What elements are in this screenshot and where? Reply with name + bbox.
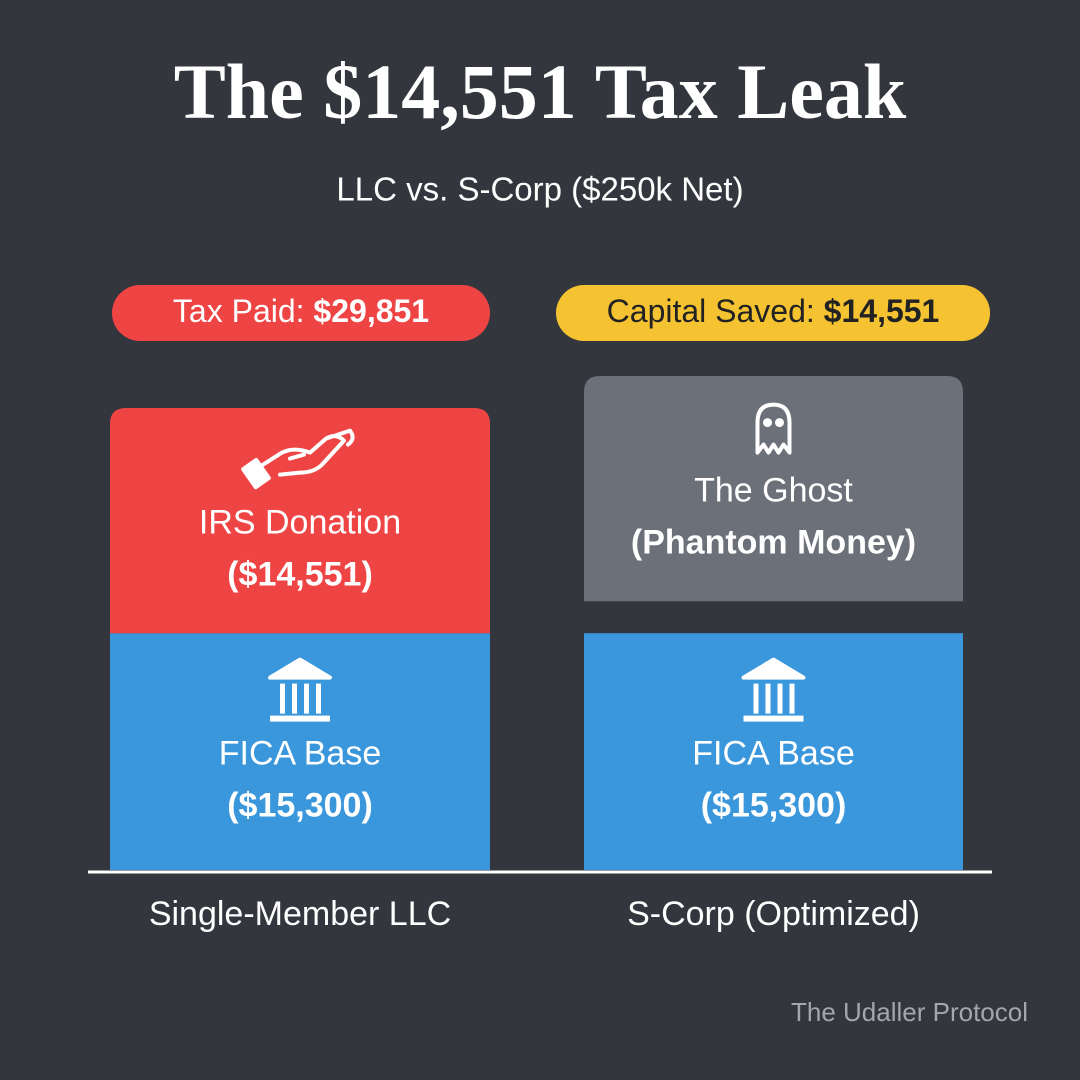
segment-value: ($15,300) bbox=[701, 787, 847, 825]
icon-part bbox=[777, 683, 783, 714]
badge-value: $14,551 bbox=[824, 293, 940, 329]
bar-segment bbox=[584, 376, 963, 602]
icon-part bbox=[775, 418, 784, 428]
segment-name: IRS Donation bbox=[199, 504, 401, 542]
icon-part bbox=[765, 683, 771, 714]
segment-value: (Phantom Money) bbox=[631, 524, 916, 562]
source: The Udaller Protocol bbox=[791, 997, 1028, 1027]
icon-part bbox=[270, 715, 330, 722]
bank-icon bbox=[268, 657, 332, 722]
badge-text: Capital Saved: $14,551 bbox=[607, 293, 940, 329]
segment-name: FICA Base bbox=[692, 735, 855, 773]
icon-part bbox=[258, 428, 355, 477]
hand-icon bbox=[241, 428, 355, 490]
segment-name: The Ghost bbox=[694, 472, 853, 510]
badge bbox=[112, 285, 490, 341]
segment-value: ($14,551) bbox=[227, 556, 373, 594]
badge-label: Capital Saved: bbox=[607, 293, 815, 329]
icon-part bbox=[763, 418, 772, 428]
icon-part bbox=[292, 683, 297, 714]
icon-part bbox=[755, 402, 792, 455]
badge-value: $29,851 bbox=[313, 293, 429, 329]
bank-icon bbox=[741, 657, 806, 722]
icon-part bbox=[241, 458, 271, 490]
icon-part bbox=[743, 715, 804, 722]
icon-part bbox=[268, 657, 332, 680]
title: The $14,551 Tax Leak bbox=[174, 48, 907, 135]
icon-part bbox=[316, 683, 321, 714]
segment-name: FICA Base bbox=[219, 735, 382, 773]
icon-part bbox=[789, 683, 795, 714]
icon-part bbox=[741, 657, 806, 680]
icon-part bbox=[280, 683, 285, 714]
icon-part bbox=[304, 683, 309, 714]
ghost-icon bbox=[755, 402, 792, 455]
subtitle: LLC vs. S-Corp ($250k Net) bbox=[336, 171, 743, 208]
badge-label: Tax Paid: bbox=[173, 293, 305, 329]
segment-value: ($15,300) bbox=[227, 787, 373, 825]
badge-text: Tax Paid: $29,851 bbox=[173, 293, 429, 329]
category-label: S-Corp (Optimized) bbox=[627, 895, 920, 933]
bar-segment bbox=[110, 408, 490, 634]
icon-part bbox=[753, 683, 759, 714]
category-label: Single-Member LLC bbox=[149, 895, 451, 933]
badge bbox=[556, 285, 990, 341]
